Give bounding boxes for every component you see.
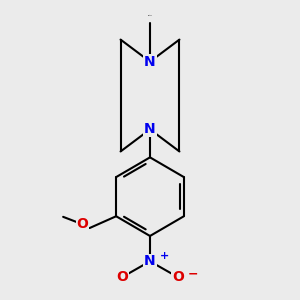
Text: N: N <box>144 122 156 136</box>
Text: methyl: methyl <box>153 17 158 18</box>
Text: −: − <box>188 268 198 281</box>
Text: N: N <box>144 254 156 268</box>
Text: methoxy: methoxy <box>57 217 64 218</box>
Text: O: O <box>76 217 88 231</box>
Text: methyl: methyl <box>150 15 155 16</box>
Text: methyl: methyl <box>148 15 152 16</box>
Text: methyl: methyl <box>150 15 155 16</box>
Text: O: O <box>172 270 184 284</box>
Text: +: + <box>160 251 169 261</box>
Text: O: O <box>116 270 128 284</box>
Text: methyl: methyl <box>57 214 62 215</box>
Text: N: N <box>144 55 156 69</box>
Text: methoxy: methoxy <box>54 214 61 215</box>
